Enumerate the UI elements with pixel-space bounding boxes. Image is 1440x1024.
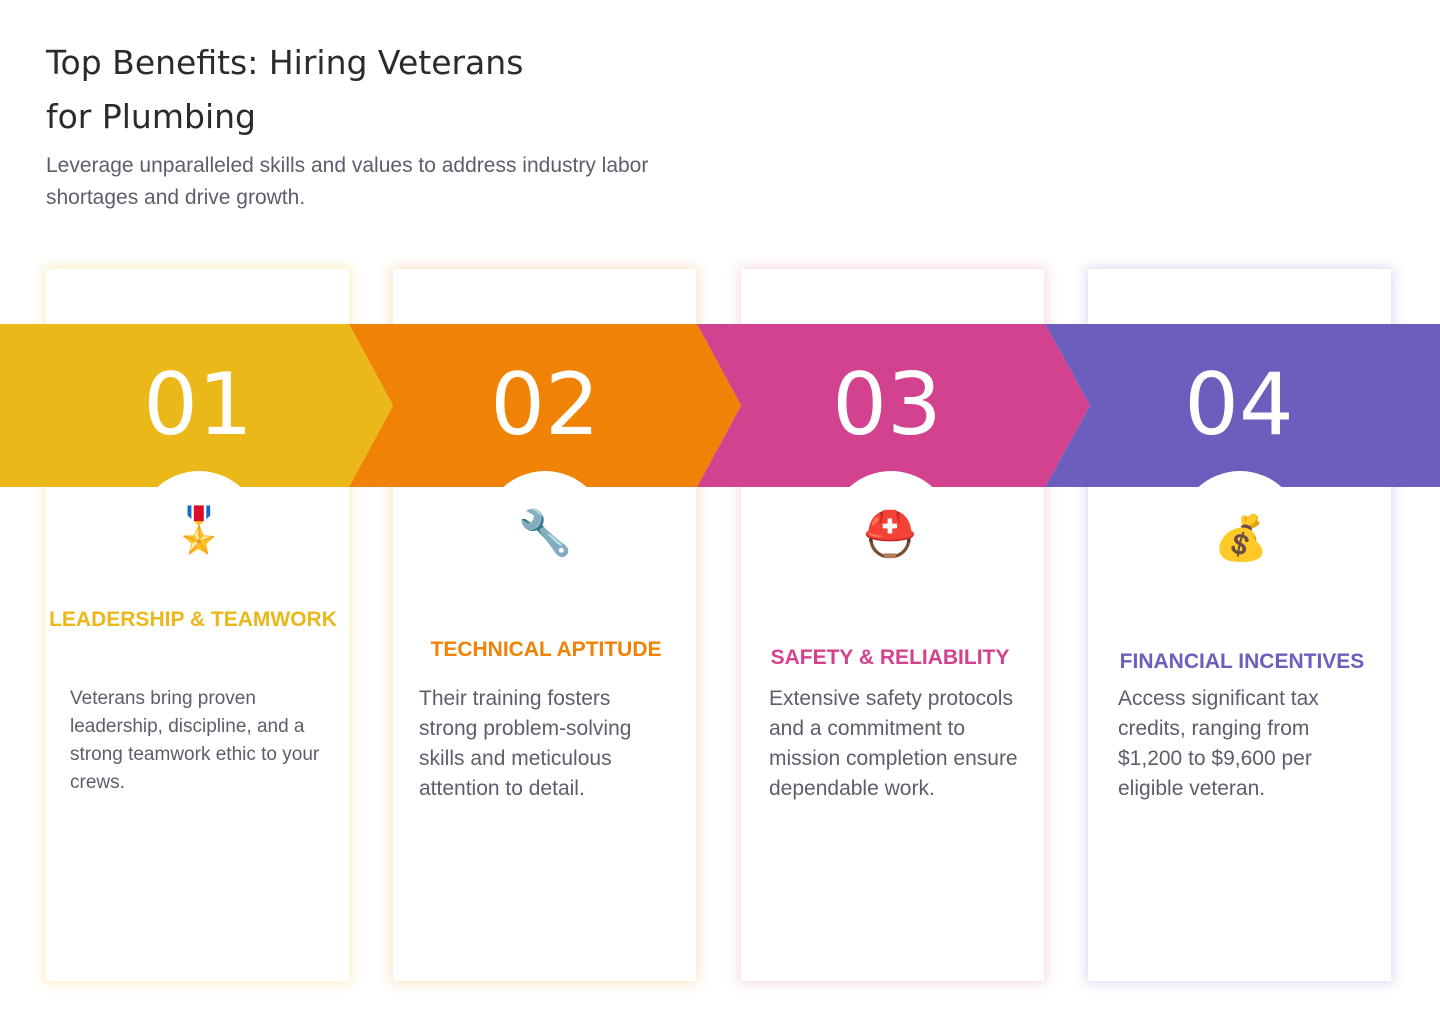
card-heading-4: FINANCIAL INCENTIVES (1119, 650, 1365, 673)
icon-badge-1 (137, 471, 261, 595)
card-heading-2: TECHNICAL APTITUDE (430, 638, 662, 661)
step-number-3: 03 (832, 355, 941, 455)
step-number-2: 02 (490, 355, 599, 455)
rescue-helmet-icon: ⛑️ (862, 509, 918, 560)
step-arrow-4 (1045, 324, 1440, 487)
card-description-1: Veterans bring proven leadership, discip… (70, 688, 320, 793)
step-arrow-3 (697, 324, 1090, 487)
step-number-1: 01 (143, 355, 252, 455)
page-subtitle: Leverage unparalleled skills and values … (46, 154, 649, 209)
card-heading-3: SAFETY & RELIABILITY (770, 646, 1010, 669)
card-description-3: Extensive safety protocols and a commitm… (769, 687, 1018, 800)
icon-badge-3 (829, 471, 953, 595)
step-arrow-band: 01 02 03 04 (0, 324, 1440, 487)
card-description-4: Access significant tax credits, ranging … (1118, 687, 1319, 800)
military-medal-icon: 🎖️ (171, 505, 227, 556)
step-arrow-1 (0, 324, 393, 487)
wrench-icon: 🔧 (517, 508, 573, 559)
icon-badge-4 (1178, 471, 1302, 595)
card-heading-1: LEADERSHIP & TEAMWORK (49, 608, 337, 631)
card-description-2: Their training fosters strong problem-so… (419, 687, 632, 800)
step-number-4: 04 (1184, 355, 1293, 455)
money-bag-icon: 💰 (1213, 513, 1269, 564)
step-arrow-2 (349, 324, 741, 487)
page-title: Top Benefits: Hiring Veterans for Plumbi… (46, 43, 524, 136)
icon-badge-2 (483, 471, 607, 595)
